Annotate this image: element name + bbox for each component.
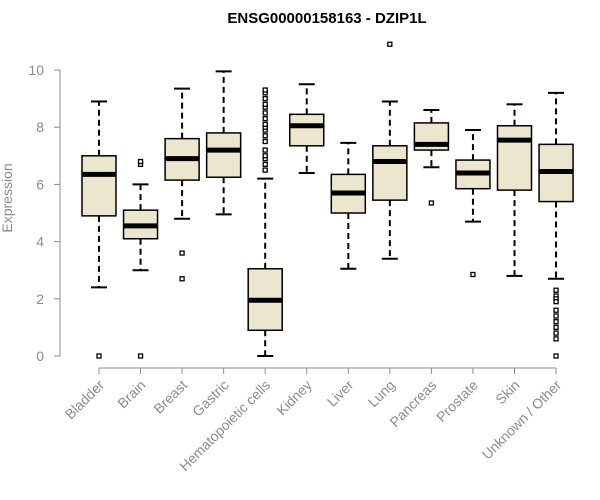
box-group — [413, 109, 450, 206]
outlier-point — [96, 353, 102, 359]
x-category-label: Breast — [150, 377, 190, 417]
plot-area — [81, 41, 574, 359]
outlier-point — [262, 133, 268, 139]
outlier-point — [470, 271, 476, 278]
x-category-label: Brain — [114, 377, 148, 411]
iqr-box — [372, 145, 408, 201]
outlier-point — [553, 287, 559, 293]
outlier-point — [137, 158, 144, 165]
y-tick-label: 0 — [36, 348, 44, 364]
x-category-label: Bladder — [62, 377, 108, 423]
outlier-point — [262, 161, 268, 168]
outlier-point — [428, 200, 435, 206]
outlier-point — [179, 250, 185, 256]
y-tick-label: 10 — [28, 62, 44, 78]
outlier-point — [262, 138, 268, 145]
y-tick-label: 8 — [36, 119, 44, 135]
outlier-point — [553, 336, 559, 342]
outlier-point — [553, 324, 559, 331]
x-category-label: Liver — [324, 377, 357, 410]
outlier-point — [262, 147, 268, 153]
outlier-point — [553, 313, 559, 319]
outlier-point — [262, 110, 268, 116]
iqr-box — [81, 155, 117, 217]
x-category-label: Prostate — [433, 377, 481, 425]
outlier-point — [262, 115, 268, 122]
y-tick-label: 2 — [36, 291, 44, 307]
outlier-point — [262, 101, 268, 107]
outlier-point — [262, 87, 268, 93]
outlier-point — [262, 167, 268, 173]
box-group — [538, 91, 574, 359]
box-group — [81, 100, 117, 359]
x-category-label: Lung — [365, 377, 398, 410]
outlier-point — [262, 95, 268, 102]
x-category-label: Unknown / Other — [479, 377, 565, 463]
x-category-label: Kidney — [273, 377, 315, 419]
outlier-point — [387, 41, 393, 47]
box-group — [330, 141, 367, 270]
box-group — [289, 83, 325, 174]
outlier-point — [553, 299, 559, 305]
outlier-point — [553, 330, 559, 336]
outlier-point — [553, 319, 559, 325]
outlier-point — [179, 276, 185, 282]
outlier-point — [262, 121, 268, 127]
outlier-point — [137, 353, 144, 359]
box-group — [122, 158, 159, 359]
iqr-box — [289, 113, 325, 147]
box-group — [496, 103, 533, 277]
y-tick-label: 6 — [36, 176, 44, 192]
y-axis: 0 2 4 6 8 10 — [28, 62, 61, 364]
box-group — [205, 70, 242, 216]
box-group — [164, 87, 200, 282]
box-group — [455, 129, 491, 278]
y-tick-label: 4 — [36, 234, 44, 250]
x-category-label: Skin — [492, 377, 523, 408]
outlier-point — [553, 353, 559, 359]
iqr-box — [205, 132, 242, 178]
iqr-box — [496, 125, 533, 191]
y-axis-label: Expression — [0, 163, 15, 232]
outlier-point — [553, 307, 559, 313]
chart-title: ENSG00000158163 - DZIP1L — [227, 10, 426, 27]
outlier-point — [262, 153, 268, 159]
box-group — [247, 87, 283, 357]
box-group — [372, 41, 408, 260]
